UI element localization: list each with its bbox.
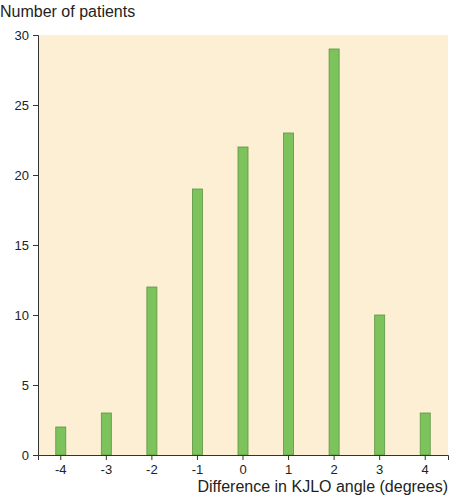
y-tick-label: 25 <box>15 98 29 113</box>
x-tick-label: 0 <box>239 462 246 477</box>
x-axis-line <box>39 456 449 461</box>
chart: 0 5 10 15 20 25 30 -4 -3 -2 -1 0 1 2 3 4 Number of patie… <box>0 0 451 500</box>
x-tick-label: -4 <box>55 462 67 477</box>
x-tick-mark <box>106 455 107 460</box>
y-tick-mark <box>33 175 38 176</box>
y-tick-mark <box>33 315 38 316</box>
y-tick: 15 <box>15 238 38 253</box>
y-tick: 20 <box>15 168 38 183</box>
x-tick-label: -1 <box>192 462 204 477</box>
bar <box>420 413 430 455</box>
x-tick: 2 <box>330 455 337 477</box>
y-tick: 30 <box>15 28 38 43</box>
y-tick-mark <box>33 105 38 106</box>
x-tick-label: -3 <box>101 462 113 477</box>
bar <box>238 147 248 455</box>
x-axis: -4 -3 -2 -1 0 1 2 3 4 <box>39 455 449 477</box>
x-tick-mark <box>243 455 244 460</box>
x-tick-label: 1 <box>285 462 292 477</box>
bars <box>56 49 430 455</box>
y-tick-label: 10 <box>15 308 29 323</box>
x-tick: 1 <box>285 455 292 477</box>
x-tick-mark <box>334 455 335 460</box>
x-tick-mark <box>197 455 198 460</box>
bar <box>284 133 294 455</box>
y-tick: 25 <box>15 98 38 113</box>
x-axis-title: Difference in KJLO angle (degrees) <box>197 478 448 495</box>
x-tick: -3 <box>101 455 113 477</box>
x-tick: 3 <box>376 455 383 477</box>
x-tick: -4 <box>55 455 67 477</box>
x-tick: -1 <box>192 455 204 477</box>
y-tick-mark <box>33 245 38 246</box>
y-tick: 10 <box>15 308 38 323</box>
y-axis-title: Number of patients <box>0 3 135 20</box>
y-tick-label: 15 <box>15 238 29 253</box>
y-tick-mark <box>33 35 38 36</box>
y-tick-label: 20 <box>15 168 29 183</box>
y-tick: 5 <box>22 378 38 393</box>
y-tick-label: 5 <box>22 378 29 393</box>
plot: 0 5 10 15 20 25 30 -4 -3 -2 -1 0 1 2 3 4 <box>15 28 449 478</box>
x-tick-mark <box>151 455 152 460</box>
bar <box>101 413 111 455</box>
x-tick-mark <box>425 455 426 460</box>
x-tick-mark <box>288 455 289 460</box>
x-tick-mark <box>60 455 61 460</box>
y-tick-label: 30 <box>15 28 29 43</box>
x-tick-label: 3 <box>376 462 383 477</box>
plot-background <box>38 35 448 455</box>
y-tick: 0 <box>22 448 38 463</box>
y-tick-mark <box>33 385 38 386</box>
bar <box>192 189 202 455</box>
y-tick-label: 0 <box>22 448 29 463</box>
x-tick: 4 <box>422 455 429 477</box>
x-tick-label: 2 <box>330 462 337 477</box>
x-tick-mark <box>379 455 380 460</box>
bar <box>56 427 66 455</box>
y-axis: 0 5 10 15 20 25 30 <box>15 28 39 463</box>
bar <box>329 49 339 455</box>
x-tick-label: 4 <box>422 462 429 477</box>
x-tick: -2 <box>146 455 158 477</box>
y-tick-mark <box>33 455 38 456</box>
bar <box>375 315 385 455</box>
bar <box>147 287 157 455</box>
x-tick: 0 <box>239 455 246 477</box>
y-axis-line <box>33 36 39 456</box>
x-tick-label: -2 <box>146 462 158 477</box>
